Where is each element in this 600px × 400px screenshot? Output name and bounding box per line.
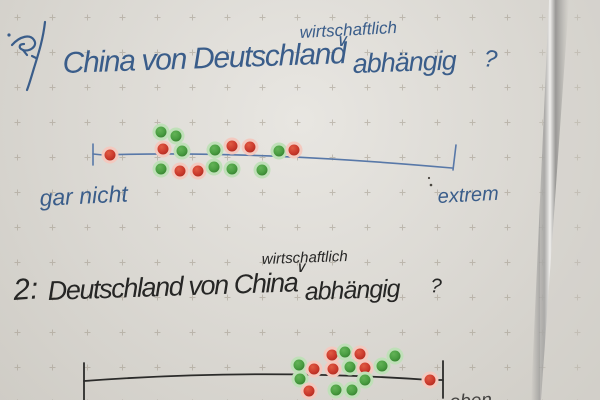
svg-text:∨: ∨ <box>335 31 348 50</box>
svg-text:abhängig: abhängig <box>352 45 457 79</box>
svg-text:abhängig: abhängig <box>304 275 401 306</box>
svg-text:?: ? <box>430 275 444 298</box>
svg-text:gar nicht: gar nicht <box>39 180 130 211</box>
svg-text:China von Deutschland: China von Deutschland <box>62 37 348 80</box>
svg-text:oben: oben <box>449 390 492 400</box>
svg-text:wirtschaftlich: wirtschaftlich <box>299 18 397 42</box>
svg-text:∨: ∨ <box>295 259 307 276</box>
svg-text:2:: 2: <box>11 272 39 307</box>
svg-text:?: ? <box>482 45 499 73</box>
svg-text:Deutschland von China: Deutschland von China <box>47 267 299 306</box>
svg-text:extrem: extrem <box>437 183 499 208</box>
